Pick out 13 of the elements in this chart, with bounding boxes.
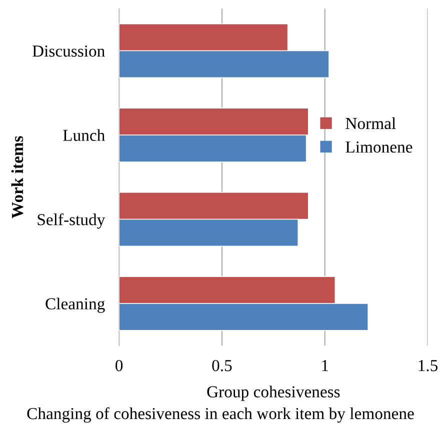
x-tick-label: 1 — [322, 360, 328, 372]
y-tick-label: Self-study — [38, 213, 106, 229]
legend-label: Normal — [346, 117, 396, 130]
legend-label: Limonene — [346, 141, 412, 153]
y-tick-label: Discussion — [32, 46, 105, 57]
x-axis-title: Group cohesiveness — [207, 386, 340, 401]
x-tick-label: 1.5 — [418, 360, 438, 372]
text: Changing of cohesiveness in each work item by lemonene — [27, 407, 414, 423]
x-tick-label: 0.5 — [212, 360, 232, 372]
y-axis-title: Work items — [11, 136, 24, 218]
x-tick-label: 0 — [116, 360, 123, 372]
y-tick-label: Lunch — [63, 129, 105, 141]
y-tick-label: Cleaning — [46, 298, 105, 313]
